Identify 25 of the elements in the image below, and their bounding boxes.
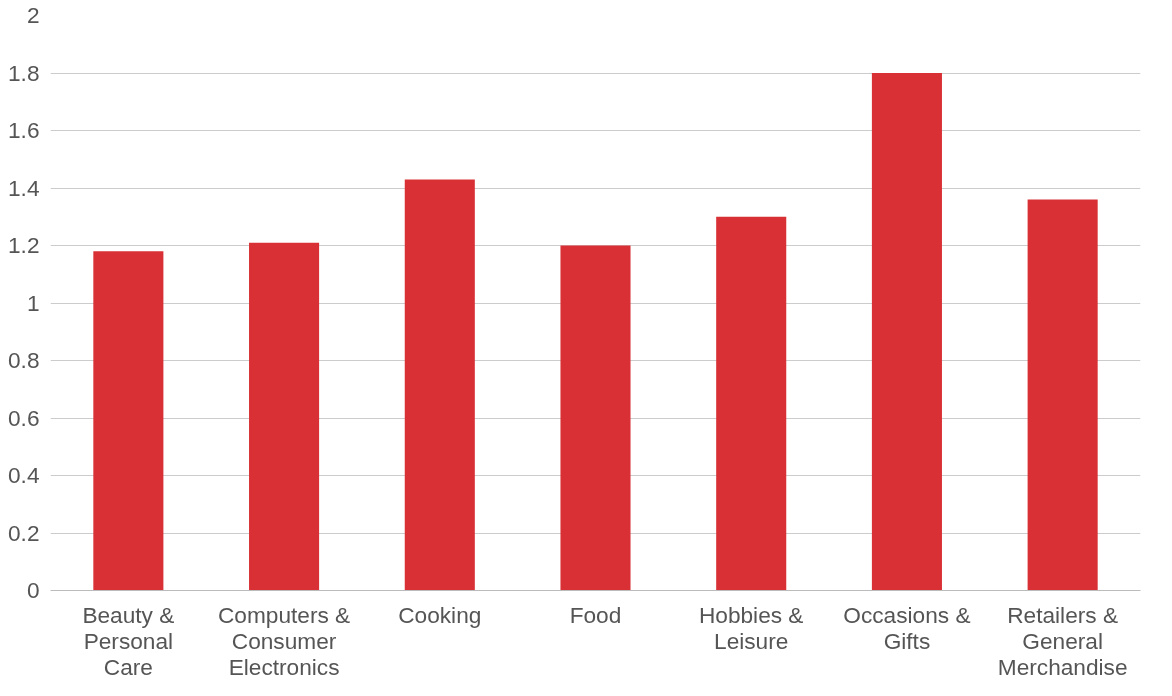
y-tick-label: 0.6 (8, 404, 40, 431)
y-tick-label: 1.2 (8, 232, 40, 258)
bar (871, 73, 942, 591)
x-tick-label: Hobbies & Leisure (698, 601, 804, 654)
x-tick-label: Beauty & Personal Care (82, 601, 175, 680)
bar (716, 216, 787, 591)
y-tick-label: 1 (26, 289, 40, 316)
x-tick-label: Computers & Consumer Electronics (217, 601, 351, 680)
x-tick-label: Cooking (398, 601, 482, 628)
x-tick-label: Food (569, 601, 622, 628)
bar (93, 251, 164, 591)
bar (249, 242, 320, 591)
y-tick-label: 0.2 (8, 519, 40, 546)
x-tick-label: Occasions & Gifts (843, 601, 971, 654)
y-tick-label: 1.6 (8, 117, 40, 143)
y-tick-label: 2 (26, 2, 40, 28)
bar (404, 179, 475, 591)
y-tick-label: 1.4 (8, 174, 40, 201)
y-tick-label: 1.8 (8, 59, 40, 86)
y-tick-label: 0.8 (8, 347, 40, 373)
bar (1027, 199, 1098, 591)
bar (560, 245, 631, 591)
y-tick-label: 0 (26, 577, 40, 603)
y-tick-label: 0.4 (8, 462, 40, 488)
x-tick-label: Retailers & General Merchandise (997, 601, 1128, 680)
